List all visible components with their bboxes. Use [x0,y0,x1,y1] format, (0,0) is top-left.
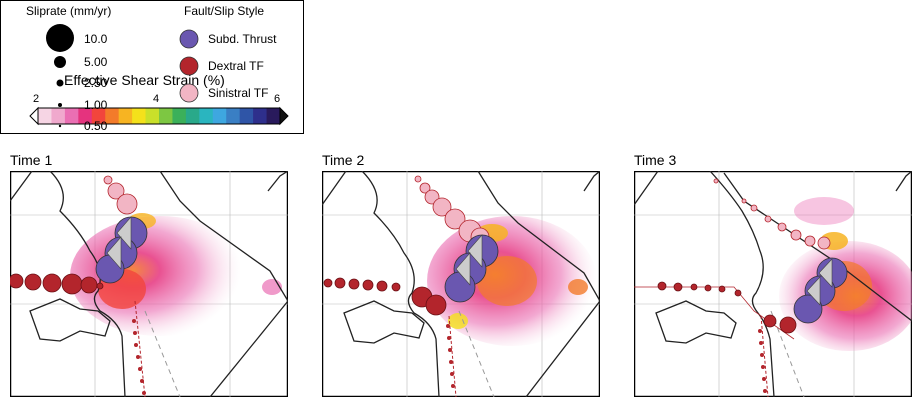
colorbar-cell [172,108,187,124]
strain-hotspot [477,256,537,306]
colorbar-tick-mid: 4 [153,93,160,105]
subduction-thrust-symbol [179,29,199,49]
colorbar-cell [38,108,52,124]
strain-field [70,216,250,336]
sliprate-symbols [46,24,74,128]
dextral-tf-small-symbols [758,329,767,393]
colorbar-frame [37,107,281,125]
sliprate-label-5: 5.00 [84,55,108,69]
coastlines [322,171,600,397]
colorbar-min-arrow [29,106,39,126]
colorbar-cell [159,108,173,124]
panel-3-map [634,171,912,397]
sliprate-label-10: 10.0 [84,32,108,46]
slipstyle-legend-title: Fault/Slip Style [184,4,265,18]
colorbar-cell [51,108,66,124]
panel-2-map [322,171,600,397]
slipstyle-symbols [179,29,199,103]
sliprate-label-2-5: 2.50 [84,76,108,90]
sliprate-symbol-2-5 [56,79,64,87]
dextral-tf-symbol [179,56,199,76]
colorbar-tick-min: 2 [33,93,40,105]
colorbar-cell [78,108,93,124]
sliprate-legend-title: Sliprate (mm/yr) [26,4,112,18]
strain-hotspot [448,313,468,329]
panel-1-title: Time 1 [10,152,53,168]
dextral-tf-small-symbols [132,319,146,395]
panel-1-map [10,171,288,397]
sinistral-tf-symbols [103,175,138,215]
colorbar-cell [91,108,106,124]
strain-hotspot [568,279,588,295]
dextral-tf-small-symbols [446,324,455,388]
colorbar-cell [253,108,268,124]
colorbar-cell [266,108,281,124]
sinistral-tf-label: Sinistral TF [208,86,269,100]
strain-colorbar [29,106,289,126]
strain-hotspot [794,197,854,225]
dextral-tf-symbols [323,277,447,316]
colorbar-cell [212,108,227,124]
colorbar-title: Effective Shear Strain (%) [64,72,225,88]
sliprate-symbol-5 [54,56,66,68]
colorbar-cell [132,108,147,124]
subduction-thrust-label: Subd. Thrust [208,32,277,46]
colorbar-cell [64,108,79,124]
colorbar-cell [226,108,241,124]
colorbar-max-arrow [279,106,289,126]
panel-2-title: Time 2 [322,152,365,168]
dextral-tf-symbols [657,281,797,334]
colorbar-cell [239,108,254,124]
dextral-tf-label: Dextral TF [208,59,264,73]
colorbar-cell [105,108,120,124]
panel-3-title: Time 3 [634,152,677,168]
colorbar-cell [185,108,200,124]
colorbar-cell [145,108,160,124]
dextral-tf-symbols [10,273,104,295]
sliprate-symbol-0-5 [58,124,62,128]
sliprate-label-1: 1.00 [84,98,108,112]
sliprate-label-0-5: 0.50 [84,119,108,133]
sinistral-tf-symbol [179,83,199,103]
colorbar-cell [199,108,214,124]
sliprate-symbol-10 [46,24,74,52]
colorbar-cell [118,108,133,124]
sliprate-symbol-1 [58,103,62,107]
colorbar-tick-max: 6 [274,93,281,105]
sinistral-tf-symbols [713,178,831,250]
